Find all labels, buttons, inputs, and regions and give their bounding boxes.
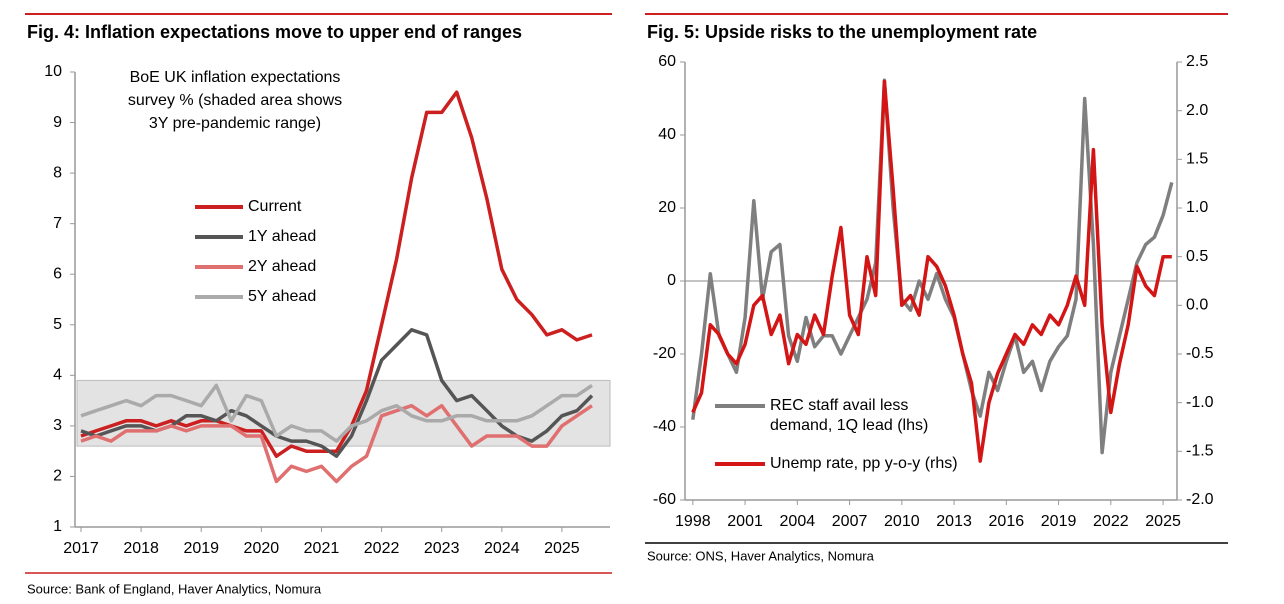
y-tick-label: 6: [53, 265, 62, 282]
x-tick-label: 2020: [244, 540, 280, 557]
chart-title: Fig. 5: Upside risks to the unemployment…: [647, 22, 1037, 42]
legend-label: Unemp rate, pp y-o-y (rhs): [770, 455, 958, 472]
legend-label: 2Y ahead: [248, 258, 317, 275]
legend-label: Current: [248, 198, 302, 215]
y2-tick-label: 0.0: [1186, 297, 1208, 314]
y2-tick-label: 2.5: [1186, 53, 1208, 70]
legend-label: 5Y ahead: [248, 288, 317, 305]
x-tick-label: 2025: [544, 540, 580, 557]
series-line: [691, 78, 1174, 455]
x-tick-label: 2013: [936, 513, 972, 530]
legend-label: REC staff avail less demand, 1Q lead (lh…: [770, 397, 929, 434]
x-tick-label: 2019: [1041, 513, 1077, 530]
y-tick-label: 40: [658, 126, 676, 143]
x-tick-label: 2022: [1093, 513, 1129, 530]
y-tick-label: 5: [53, 316, 62, 333]
y-tick-label: 3: [53, 417, 62, 434]
series-line: [80, 403, 593, 484]
x-tick-label: 2007: [832, 513, 868, 530]
series-line: [80, 90, 593, 458]
x-tick-label: 2010: [884, 513, 920, 530]
y-tick-label: 7: [53, 215, 62, 232]
y-tick-label: 9: [53, 114, 62, 131]
chart-title: Fig. 4: Inflation expectations move to u…: [27, 22, 522, 42]
y2-tick-label: 0.5: [1186, 248, 1208, 265]
series-line: [691, 79, 1172, 463]
x-tick-label: 2019: [183, 540, 219, 557]
y-tick-label: 1: [53, 518, 62, 535]
y2-tick-label: -1.5: [1186, 443, 1214, 460]
y-tick-label: 60: [658, 53, 676, 70]
y-tick-label: 4: [53, 367, 62, 384]
y-tick-label: 0: [667, 272, 676, 289]
y2-tick-label: -2.0: [1186, 491, 1214, 508]
series-line: [80, 383, 593, 443]
x-tick-label: 2024: [484, 540, 520, 557]
y2-tick-label: 1.5: [1186, 151, 1208, 168]
x-tick-label: 2018: [123, 540, 159, 557]
y-tick-label: 8: [53, 164, 62, 181]
y-tick-label: 20: [658, 199, 676, 216]
x-tick-label: 2016: [989, 513, 1025, 530]
x-tick-label: 2021: [304, 540, 340, 557]
x-tick-label: 2023: [424, 540, 460, 557]
y-tick-label: -40: [653, 418, 676, 435]
y2-tick-label: 2.0: [1186, 102, 1208, 119]
x-tick-label: 2001: [727, 513, 763, 530]
x-tick-label: 2022: [364, 540, 400, 557]
annotation: 3Y pre-pandemic range): [148, 115, 322, 132]
y-tick-label: -20: [653, 345, 676, 362]
legend-label: 1Y ahead: [248, 228, 317, 245]
x-tick-label: 2004: [780, 513, 816, 530]
x-tick-label: 2025: [1145, 513, 1181, 530]
x-tick-label: 1998: [675, 513, 711, 530]
annotation: BoE UK inflation expectations: [129, 69, 341, 86]
annotation: survey % (shaded area shows: [127, 92, 343, 109]
x-tick-label: 2017: [63, 540, 99, 557]
source: Source: ONS, Haver Analytics, Nomura: [647, 548, 875, 563]
y2-tick-label: -0.5: [1186, 345, 1214, 362]
source: Source: Bank of England, Haver Analytics…: [27, 581, 322, 596]
y2-tick-label: 1.0: [1186, 199, 1208, 216]
y2-tick-label: -1.0: [1186, 394, 1214, 411]
y-tick-label: -60: [653, 491, 676, 508]
y-tick-label: 10: [44, 63, 62, 80]
y-tick-label: 2: [53, 468, 62, 485]
